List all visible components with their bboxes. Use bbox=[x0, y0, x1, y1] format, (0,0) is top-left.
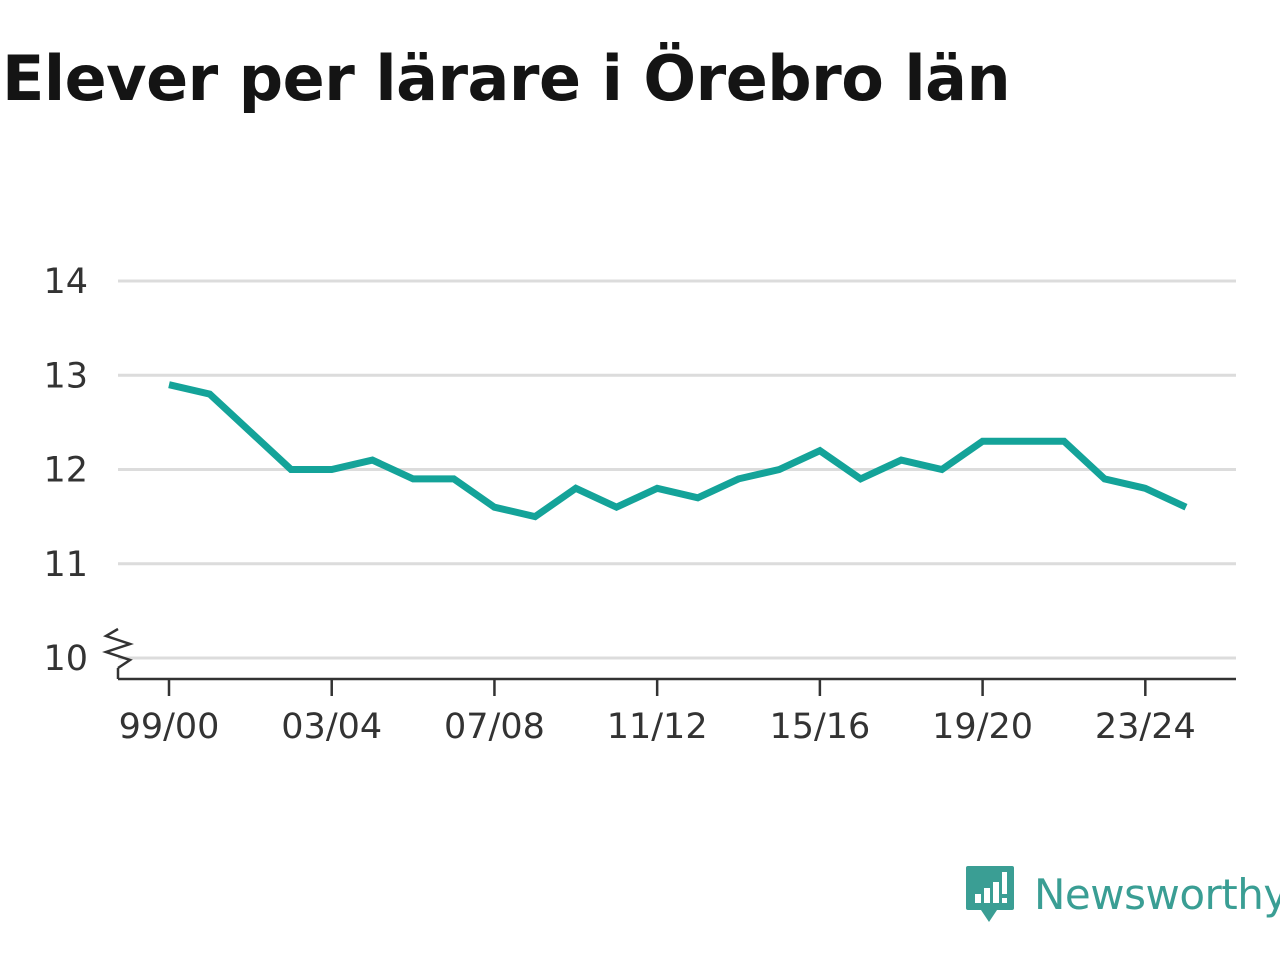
x-tick-label-03-04: 03/04 bbox=[281, 707, 382, 747]
y-tick-labels: 10 11 12 13 14 bbox=[43, 262, 88, 679]
x-tick-labels: 99/00 03/04 07/08 11/12 15/16 19/20 23/24 bbox=[119, 707, 1196, 747]
x-tick-label-07-08: 07/08 bbox=[444, 707, 545, 747]
y-tick-label-12: 12 bbox=[43, 451, 88, 491]
y-axis-break-zigzag bbox=[102, 627, 134, 670]
brand-name: Newsworthy bbox=[1034, 869, 1280, 919]
y-tick-label-13: 13 bbox=[43, 356, 88, 396]
x-tick-label-11-12: 11/12 bbox=[607, 707, 708, 747]
y-tick-label-14: 14 bbox=[43, 262, 88, 302]
grid-lines bbox=[118, 279, 1236, 660]
chart-title: Elever per lärare i Örebro län bbox=[2, 42, 1011, 115]
series-lines bbox=[168, 381, 1188, 521]
brand-logo: Newsworthy bbox=[964, 864, 1280, 924]
y-tick-label-11: 11 bbox=[43, 545, 88, 585]
newsworthy-logo-icon bbox=[966, 866, 1014, 922]
x-tick-label-15-16: 15/16 bbox=[769, 707, 870, 747]
x-tick-label-99-00: 99/00 bbox=[119, 707, 220, 747]
series-line-0 bbox=[168, 381, 1188, 521]
x-tick-label-19-20: 19/20 bbox=[932, 707, 1033, 747]
x-tick-label-23-24: 23/24 bbox=[1095, 707, 1196, 747]
axes bbox=[102, 627, 1236, 696]
y-tick-label-10: 10 bbox=[43, 639, 88, 679]
